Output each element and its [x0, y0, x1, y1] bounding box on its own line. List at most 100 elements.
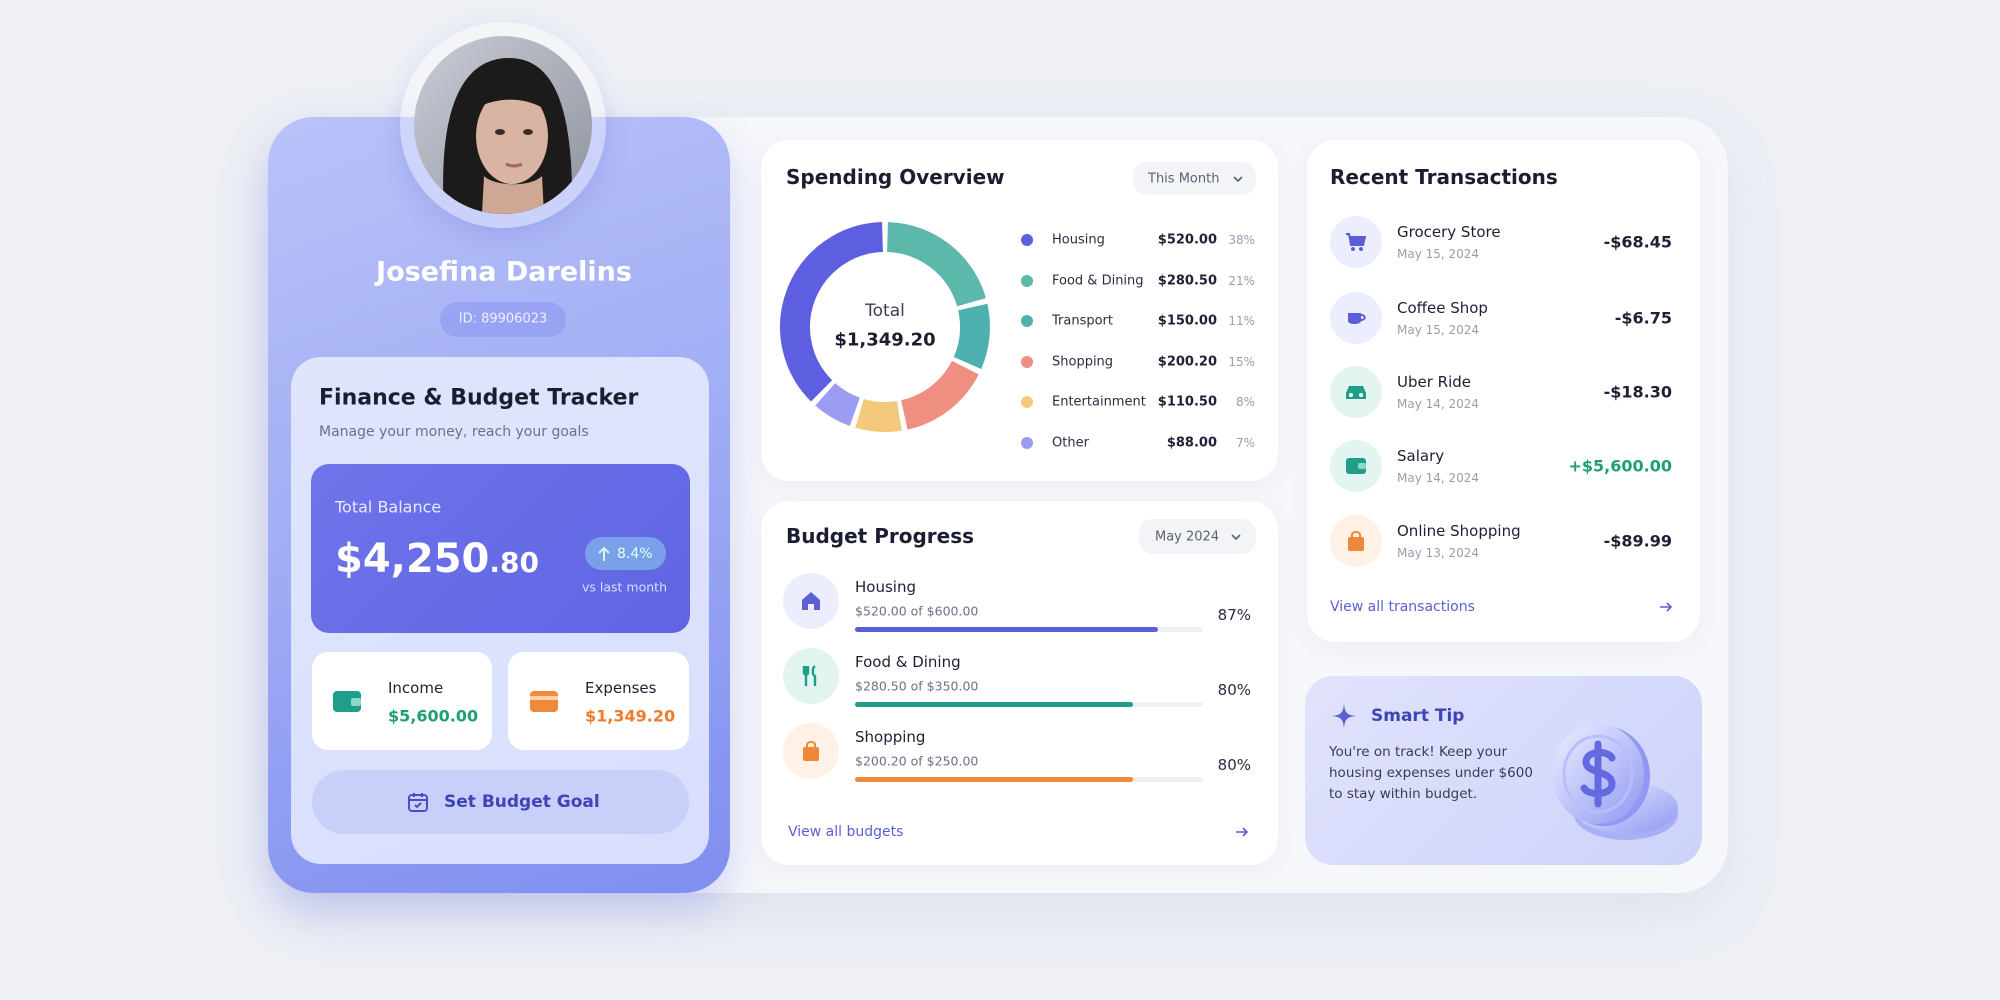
- donut-segment: [780, 222, 884, 402]
- wallet-icon: [333, 691, 361, 712]
- balance-whole: $4,250: [335, 536, 490, 582]
- set-budget-label[interactable]: Set Budget Goal: [444, 792, 600, 812]
- sparkle-icon: [1332, 704, 1356, 728]
- legend-share: 15%: [1228, 354, 1255, 369]
- tip-line: to stay within budget.: [1329, 786, 1478, 802]
- legend-dot: [1021, 396, 1033, 408]
- donut-chart: [780, 222, 990, 432]
- change-pill: [585, 537, 666, 570]
- tracker-title: Finance & Budget Tracker: [319, 385, 639, 411]
- budget-name: Housing: [855, 578, 916, 596]
- legend-amount: $150.00: [1157, 313, 1217, 329]
- budget-name: Food & Dining: [855, 653, 961, 671]
- legend-name: Shopping: [1052, 354, 1114, 369]
- view-budgets-link[interactable]: View all budgets: [788, 824, 904, 840]
- transaction-amount: +$5,600.00: [1568, 456, 1673, 476]
- expenses-value: $1,349.20: [585, 706, 676, 726]
- card-icon: [530, 691, 558, 712]
- progress-bar: [855, 702, 1134, 707]
- arrow-icon[interactable]: [1234, 825, 1250, 839]
- shopping-icon: [783, 723, 839, 779]
- dining-icon: [783, 648, 839, 704]
- transaction-name: Uber Ride: [1397, 373, 1472, 391]
- chevron-icon: [1231, 534, 1241, 541]
- transaction-name: Online Shopping: [1397, 522, 1521, 540]
- budget-percent: 87%: [1217, 606, 1251, 624]
- donut-total: $1,349.20: [834, 329, 936, 351]
- budget-percent: 80%: [1217, 681, 1251, 699]
- expenses-label: Expenses: [585, 679, 657, 697]
- calendar-icon: [408, 793, 428, 812]
- change-note: vs last month: [582, 579, 667, 595]
- profile-id: ID: 89906023: [458, 311, 548, 327]
- tip-line: housing expenses under $600: [1329, 765, 1533, 781]
- legend-amount: $110.50: [1157, 394, 1217, 410]
- up-arrow-icon: [598, 546, 610, 561]
- budget-detail: $520.00 of $600.00: [855, 603, 979, 619]
- balance-cents: .80: [489, 546, 539, 579]
- legend-dot: [1021, 315, 1033, 327]
- budget-title: Budget Progress: [786, 524, 975, 548]
- progress-track: [855, 702, 1203, 707]
- coffee-icon: [1330, 292, 1382, 344]
- donut-total-label: Total: [865, 301, 905, 321]
- legend-name: Transport: [1052, 313, 1114, 329]
- budget-detail: $200.20 of $250.00: [855, 753, 979, 769]
- budget-detail: $280.50 of $350.00: [855, 678, 979, 694]
- legend-share: 21%: [1228, 273, 1255, 288]
- progress-track: [855, 777, 1203, 782]
- budget-period[interactable]: May 2024: [1155, 529, 1220, 545]
- view-transactions-link[interactable]: View all transactions: [1330, 599, 1475, 615]
- legend-dot: [1021, 274, 1033, 287]
- legend-share: 11%: [1228, 314, 1255, 328]
- cart-icon: [1330, 216, 1382, 268]
- transaction-amount: -$6.75: [1614, 308, 1672, 328]
- tip-line: You're on track! Keep your: [1329, 744, 1508, 760]
- transactions-title: Recent Transactions: [1330, 165, 1558, 189]
- bag-icon: [1330, 515, 1382, 567]
- donut-segment: [886, 222, 986, 307]
- transaction-name: Grocery Store: [1397, 223, 1501, 241]
- transaction-date: May 14, 2024: [1397, 471, 1480, 485]
- income-value: $5,600.00: [388, 706, 479, 726]
- avatar: [414, 36, 592, 214]
- tip-title: Smart Tip: [1371, 706, 1465, 726]
- profile-name: Josefina Darelins: [376, 256, 632, 288]
- tracker-subtitle: Manage your money, reach your goals: [319, 424, 589, 440]
- legend-share: 8%: [1235, 395, 1255, 409]
- progress-track: [855, 627, 1203, 632]
- legend-amount: $520.00: [1157, 232, 1217, 248]
- spending-title: Spending Overview: [786, 165, 1005, 189]
- legend-dot: [1021, 436, 1033, 449]
- progress-bar: [855, 777, 1134, 782]
- wallet-icon: [1330, 440, 1382, 492]
- transaction-date: May 13, 2024: [1397, 546, 1480, 560]
- transaction-date: May 15, 2024: [1397, 247, 1480, 261]
- budget-percent: 80%: [1217, 756, 1251, 774]
- legend-dot: [1021, 355, 1033, 368]
- balance-label: Total Balance: [335, 497, 442, 517]
- arrow-icon[interactable]: [1658, 600, 1674, 614]
- set-budget-button[interactable]: [312, 770, 689, 834]
- legend-name: Other: [1052, 435, 1089, 450]
- period-pill[interactable]: [1139, 519, 1256, 554]
- transaction-date: May 15, 2024: [1397, 323, 1480, 337]
- legend-dot: [1021, 234, 1033, 246]
- donut-segment: [953, 303, 990, 370]
- coin-illustration: [1552, 724, 1678, 840]
- legend-share: 38%: [1228, 233, 1255, 247]
- donut-segment: [900, 360, 979, 430]
- legend-name: Entertainment: [1052, 394, 1146, 410]
- income-label: Income: [388, 679, 444, 697]
- legend-share: 7%: [1235, 435, 1255, 450]
- transaction-amount: -$68.45: [1603, 232, 1672, 252]
- spending-period[interactable]: This Month: [1148, 171, 1220, 187]
- budget-name: Shopping: [855, 728, 926, 746]
- transaction-date: May 14, 2024: [1397, 397, 1480, 411]
- donut-segment: [815, 382, 861, 426]
- legend-amount: $280.50: [1157, 273, 1217, 288]
- transaction-name: Coffee Shop: [1397, 299, 1488, 317]
- car-icon: [1330, 366, 1382, 418]
- legend-name: Food & Dining: [1052, 273, 1144, 288]
